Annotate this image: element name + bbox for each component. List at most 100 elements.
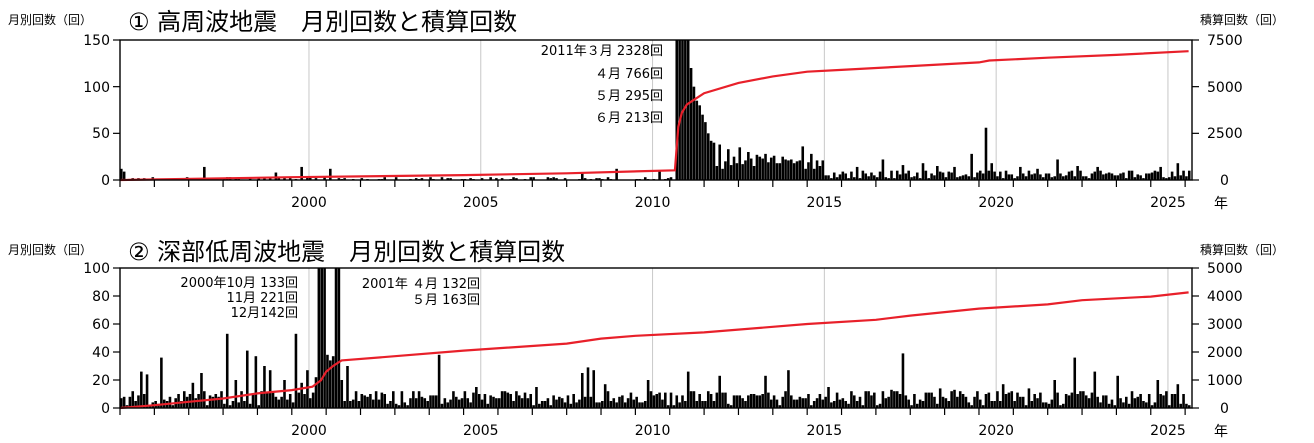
monthly-bar: [122, 396, 126, 408]
monthly-bar: [1093, 371, 1097, 408]
monthly-bar: [878, 171, 882, 180]
chart-1-ytick-label: 150: [83, 33, 110, 49]
monthly-bar: [274, 172, 278, 180]
monthly-bar: [689, 391, 693, 408]
monthly-bar: [844, 173, 847, 180]
monthly-bar: [515, 178, 518, 180]
monthly-bar: [489, 177, 492, 180]
monthly-bar: [500, 178, 504, 180]
monthly-bar: [283, 380, 286, 408]
monthly-bar: [1084, 176, 1088, 180]
monthly-bar: [503, 391, 507, 408]
monthly-bar: [171, 405, 175, 408]
monthly-bar: [666, 405, 670, 408]
monthly-bar: [675, 395, 679, 408]
monthly-bar: [749, 158, 753, 180]
monthly-bar: [936, 166, 939, 180]
monthly-bar: [918, 399, 922, 408]
monthly-bar: [1047, 173, 1051, 180]
monthly-bar: [764, 375, 767, 408]
monthly-bar: [804, 168, 807, 180]
chart-2-gridlines: [308, 268, 1169, 408]
monthly-bar: [1173, 394, 1177, 408]
monthly-bar: [1133, 177, 1137, 180]
chart-2-cumulative-line: [119, 291, 1189, 410]
monthly-bar: [904, 173, 908, 180]
monthly-bar: [257, 405, 261, 408]
monthly-bar: [958, 391, 962, 408]
monthly-bar: [177, 394, 180, 408]
monthly-bar: [861, 170, 865, 180]
monthly-bar: [434, 395, 438, 408]
monthly-bar: [1033, 394, 1036, 408]
monthly-bar: [867, 176, 870, 180]
monthly-bar: [194, 398, 198, 408]
monthly-bar: [664, 392, 667, 408]
monthly-bar: [469, 178, 472, 180]
monthly-bar: [721, 392, 724, 408]
monthly-bar: [858, 178, 862, 180]
monthly-bar: [329, 168, 332, 180]
monthly-bar: [517, 395, 521, 408]
monthly-bar: [268, 370, 272, 408]
monthly-bar: [812, 168, 816, 180]
monthly-bar: [1062, 403, 1065, 408]
monthly-bar: [297, 392, 301, 408]
monthly-bar: [208, 395, 212, 408]
monthly-bar: [927, 392, 931, 408]
monthly-bar: [973, 396, 976, 408]
monthly-bar: [483, 394, 487, 408]
monthly-bar: [1187, 405, 1191, 408]
monthly-bar: [334, 268, 338, 408]
monthly-bar: [887, 396, 890, 408]
monthly-bar: [360, 178, 364, 180]
monthly-bar: [890, 170, 893, 180]
monthly-bar: [475, 387, 478, 408]
x-tick-label: 2010: [635, 195, 671, 211]
chart-1-axis-ticks: [113, 39, 1199, 187]
monthly-bar: [930, 392, 933, 408]
monthly-bar: [308, 398, 312, 408]
chart-1-right-ytick-label: 0: [1220, 173, 1229, 189]
monthly-bar: [941, 172, 945, 180]
monthly-bar: [592, 370, 596, 408]
monthly-bar: [366, 396, 369, 408]
chart-2-x-tick-labels: 2000 2005 2010 2015 2020 2025: [291, 423, 1186, 439]
monthly-bar: [346, 366, 349, 408]
monthly-bar: [910, 405, 913, 408]
monthly-bar: [538, 403, 541, 408]
monthly-bar: [429, 395, 432, 408]
monthly-bar: [706, 133, 710, 180]
monthly-bar: [689, 68, 693, 180]
monthly-bar: [452, 391, 455, 408]
monthly-bar: [704, 401, 707, 408]
monthly-bar: [907, 170, 910, 180]
monthly-bar: [300, 166, 303, 180]
monthly-bar: [128, 396, 132, 408]
chart-2-annotation: 12月142回: [231, 306, 298, 321]
monthly-bar: [1159, 166, 1162, 180]
monthly-bar: [893, 391, 896, 408]
monthly-bar: [1047, 403, 1051, 408]
monthly-bar: [1082, 391, 1085, 408]
monthly-bar: [821, 399, 825, 408]
monthly-bar: [414, 398, 418, 408]
monthly-bar: [956, 396, 959, 408]
monthly-bar: [695, 100, 699, 180]
monthly-bar: [234, 380, 238, 408]
monthly-bar: [821, 160, 825, 180]
monthly-bar: [363, 395, 366, 408]
monthly-bar: [1036, 398, 1039, 408]
monthly-bar: [741, 164, 744, 180]
monthly-bar: [761, 158, 764, 180]
monthly-bar: [838, 399, 842, 408]
chart-2-right-ytick-label: 5000: [1207, 261, 1243, 277]
monthly-bar: [277, 177, 281, 180]
monthly-bar: [1084, 395, 1088, 408]
monthly-bar: [815, 160, 819, 180]
monthly-bar: [134, 401, 137, 408]
monthly-bar: [810, 153, 813, 180]
monthly-bar: [469, 402, 472, 408]
monthly-bar: [446, 402, 449, 408]
monthly-bar: [337, 178, 341, 180]
